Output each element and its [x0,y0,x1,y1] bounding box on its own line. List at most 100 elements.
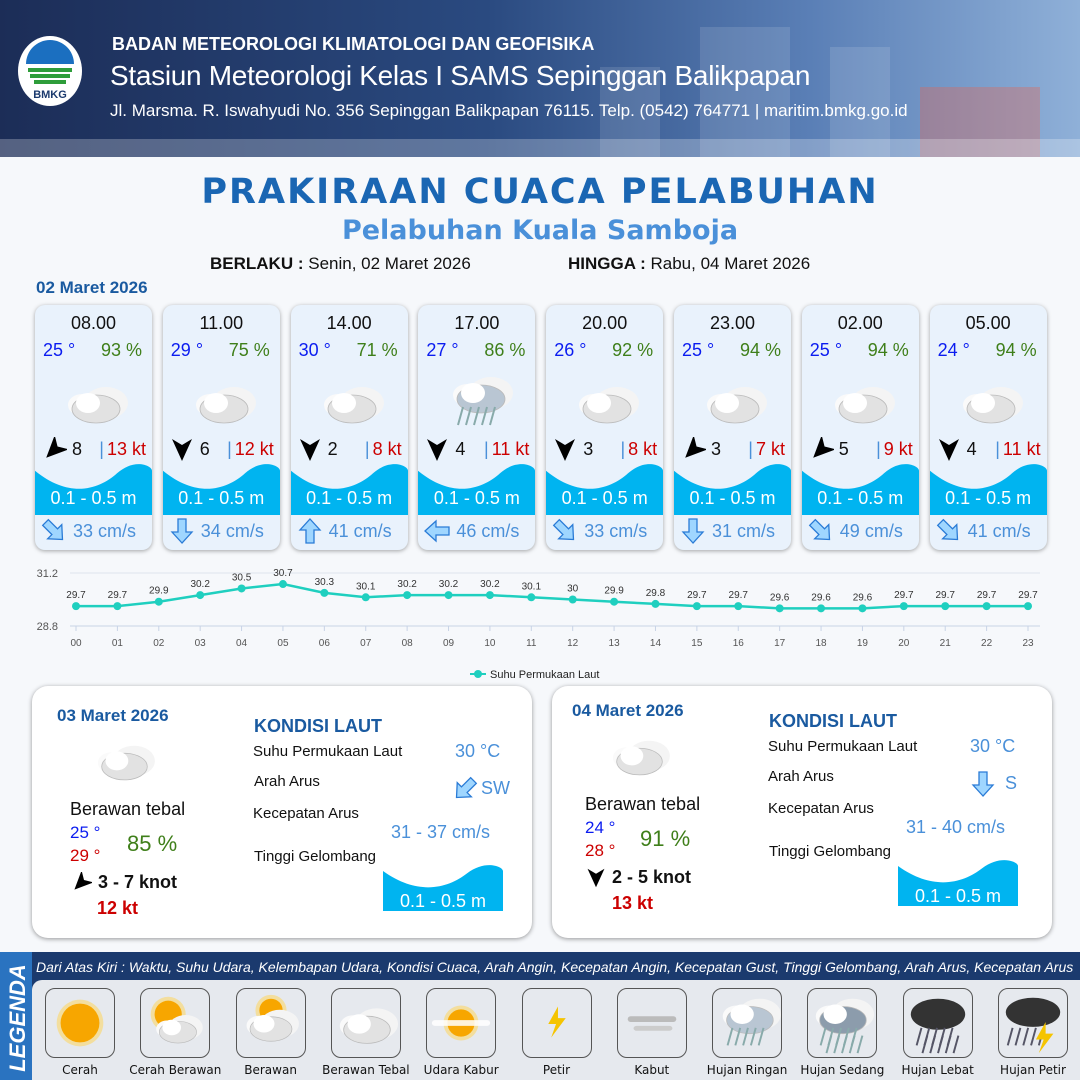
wind-direction-arrow-icon [555,439,576,461]
x-tick-label: 18 [815,638,827,649]
forecast-time: 23.00 [709,313,756,333]
sst-label: Suhu Permukaan Laut [253,743,403,760]
forecast-time: 11.00 [199,313,244,333]
current-speed: 34 cm/s [200,521,264,541]
data-label: 30.2 [439,579,459,590]
legend-label: Suhu Permukaan Laut [490,669,599,681]
valid-to-date: Rabu, 04 Maret 2026 [650,254,811,273]
berawan-tebal-weather-icon [612,740,670,776]
data-label: 29.8 [646,588,666,599]
data-point [361,593,370,602]
data-point [858,604,867,613]
wave-height-value: 0.1 - 0.5 m [399,891,487,911]
panel-date: 03 Maret 2026 [57,706,169,725]
data-label: 29.6 [811,592,831,603]
data-label: 30.5 [232,572,252,583]
data-label: 30.1 [356,581,376,592]
current-direction-arrow-icon [298,518,322,544]
wave-icon [929,464,1047,515]
hujan-ringan-weather-icon [453,377,514,426]
data-point [941,602,950,611]
forecast-card-05.00: 05.00 24 ° 94 % 4 | 11 kt 0.1 - 0.5 m 41 … [929,305,1047,550]
data-label: 29.7 [687,590,707,601]
berawan-tebal-weather-icon [834,387,895,424]
sea-condition-title: KONDISI LAUT [769,711,897,731]
data-point [775,604,784,613]
wave-icon [546,464,664,515]
wind-speed: 8 [72,439,83,459]
x-tick-label: 19 [857,638,869,649]
legend-item-cloud-sun [235,988,306,1058]
sun-cloud-icon [151,996,204,1044]
berawan-tebal-weather-icon [97,745,155,781]
gust-speed: | 12 kt [227,439,274,460]
sst-value: 30 °C [970,736,1016,756]
station-address: Jl. Marsma. R. Iswahyudi No. 356 Sepingg… [110,101,908,120]
wind-speed: 4 [966,439,977,459]
wind-direction-arrow-icon [427,439,448,461]
gust-value: 13 kt [106,439,146,459]
wave-height: 0.1 - 0.5 m [306,488,393,508]
wind-direction-arrow-icon [938,439,959,461]
cloud-icon [339,1008,398,1044]
legend-item-label: Petir [542,1063,571,1077]
legend-item-haze [426,988,497,1058]
wave-height-label: Tinggi Gelombang [254,848,377,865]
legend-description: Dari Atas Kiri : Waktu, Suhu Udara, Kele… [36,959,1074,975]
humidity: 85 % [127,831,178,856]
current-direction-arrow-icon [936,518,958,541]
berawan-tebal-weather-icon [579,387,640,424]
wind-direction-arrow-icon [587,868,605,888]
forecast-card-11.00: 11.00 29 ° 75 % 6 | 12 kt 0.1 - 0.5 m 34 … [162,305,280,550]
current-direction-arrow-icon [455,776,478,799]
data-label: 29.9 [604,586,624,597]
gust-value: 8 kt [372,439,402,459]
current-speed: 33 cm/s [584,521,648,541]
legend-item-label: Cerah [62,1063,98,1077]
wave-height: 0.1 - 0.5 m [945,488,1032,508]
valid-from-date: Senin, 02 Maret 2026 [308,254,471,273]
current-direction-arrow-icon [552,518,575,541]
valid-from: BERLAKU : Senin, 02 Maret 2026 [210,254,471,274]
series-line [76,582,1028,610]
separator: | [620,439,626,459]
current-speed: 31 cm/s [712,521,776,541]
berawan-tebal-weather-icon [323,387,384,424]
wave-icon [898,860,1018,906]
legend-item-label: Berawan Tebal [322,1063,410,1077]
page-title: PRAKIRAAN CUACA PELABUHAN [201,172,879,212]
data-label: 29.7 [935,590,955,601]
gust-speed: | 11 kt [484,439,529,460]
sst-label: Suhu Permukaan Laut [768,738,918,755]
max-temperature: 29 ° [70,846,101,865]
air-temperature: 24 ° [937,340,970,360]
separator: | [876,439,881,459]
current-speed-label: Kecepatan Arus [768,800,874,817]
sst-chart: 31.2 28.8 29.7 00 29.7 01 29.9 02 30.2 03 30.5 04 30… [37,568,1040,681]
gust-speed: 12 kt [97,898,139,918]
legend-item-sun-cloud [140,988,211,1058]
thunderstorm-icon [1005,997,1061,1054]
current-speed: 41 cm/s [967,521,1031,541]
current-direction-arrow-icon [424,519,451,543]
separator: | [995,439,1000,459]
gust-value: 11 kt [1002,439,1041,459]
legend-item-label: Berawan [244,1063,297,1077]
data-point [444,591,453,600]
wave-icon [674,464,791,515]
gust-speed: | 8 kt [365,439,402,460]
day-panel-03: 03 Maret 2026 Berawan tebal 25 ° 29 ° 85… [32,686,532,938]
wind-direction-arrow-icon [46,437,67,458]
sea-condition-title: KONDISI LAUT [254,716,382,736]
wind-speed-range: 2 - 5 knot [612,867,692,887]
header-banner [0,0,1080,157]
legend-item-cloud [330,988,401,1058]
forecast-card-17.00: 17.00 27 ° 86 % 4 | 11 kt 0.1 - 0.5 m 46 … [418,305,536,550]
legend-item-fog [616,988,687,1058]
legend-item-lightning [521,988,592,1058]
organization-name: BADAN METEOROLOGI KLIMATOLOGI DAN GEOFIS… [112,34,595,54]
wave-icon [162,464,280,515]
wave-height: 0.1 - 0.5 m [50,488,137,508]
data-point [734,602,743,611]
data-label: 30.2 [480,579,500,590]
